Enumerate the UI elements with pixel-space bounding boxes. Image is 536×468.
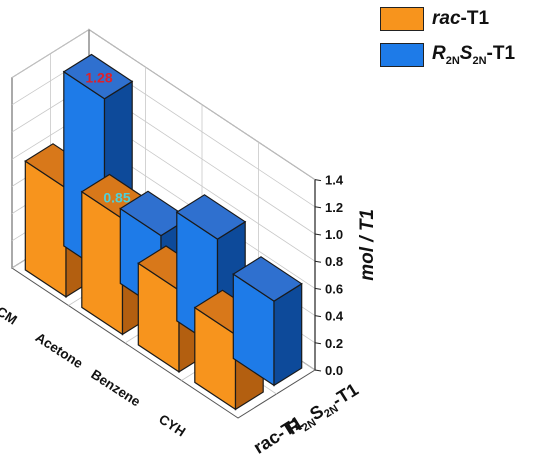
z-tick-label: 0.6: [325, 281, 343, 296]
z-tick: [314, 342, 322, 345]
data-label: 0.85: [103, 190, 130, 206]
legend-swatch-r2ns2n-t1: [380, 43, 424, 67]
z-tick-label: 0.0: [325, 363, 343, 378]
z-tick-label: 0.2: [325, 336, 343, 351]
z-tick: [314, 369, 322, 372]
z-tick-label: 1.4: [325, 173, 344, 188]
legend-swatch-rac-t1: [380, 7, 424, 31]
category-label-cyh: CYH: [156, 411, 188, 439]
z-tick: [314, 206, 322, 209]
z-tick-label: 0.4: [325, 309, 344, 324]
bar-top-face: [232, 256, 303, 302]
bar-top-face: [175, 194, 247, 240]
z-tick: [314, 179, 322, 182]
category-label-acetone: Acetone: [33, 330, 86, 372]
data-label: 1.28: [85, 70, 112, 86]
z-tick: [314, 233, 322, 236]
z-tick: [314, 315, 322, 318]
z-tick-label: 0.8: [325, 254, 343, 269]
legend-item-r2ns2n-t1: R2NS2N-T1: [380, 38, 536, 72]
category-label-dcm: DCM: [0, 298, 20, 327]
z-tick: [314, 287, 322, 290]
z-tick-label: 1.0: [325, 227, 343, 242]
z-tick: [314, 260, 322, 263]
bar-top-face: [62, 53, 134, 100]
legend: rac-T1 R2NS2N-T1: [380, 2, 536, 74]
category-label-benzene: Benzene: [88, 367, 143, 410]
z-tick-label: 1.2: [325, 200, 343, 215]
legend-label-rac-t1: rac-T1: [432, 8, 490, 29]
series-axis-label-r2ns2n-t1: R2NS2N-T1: [283, 379, 363, 441]
z-axis-label: mol / T1: [357, 209, 378, 281]
chart-bars: [24, 53, 303, 411]
legend-label-r2ns2n-t1: R2NS2N-T1: [432, 43, 516, 67]
bar-r2ns2n-t1-cyh: [232, 256, 303, 387]
legend-item-rac-t1: rac-T1: [380, 2, 536, 36]
